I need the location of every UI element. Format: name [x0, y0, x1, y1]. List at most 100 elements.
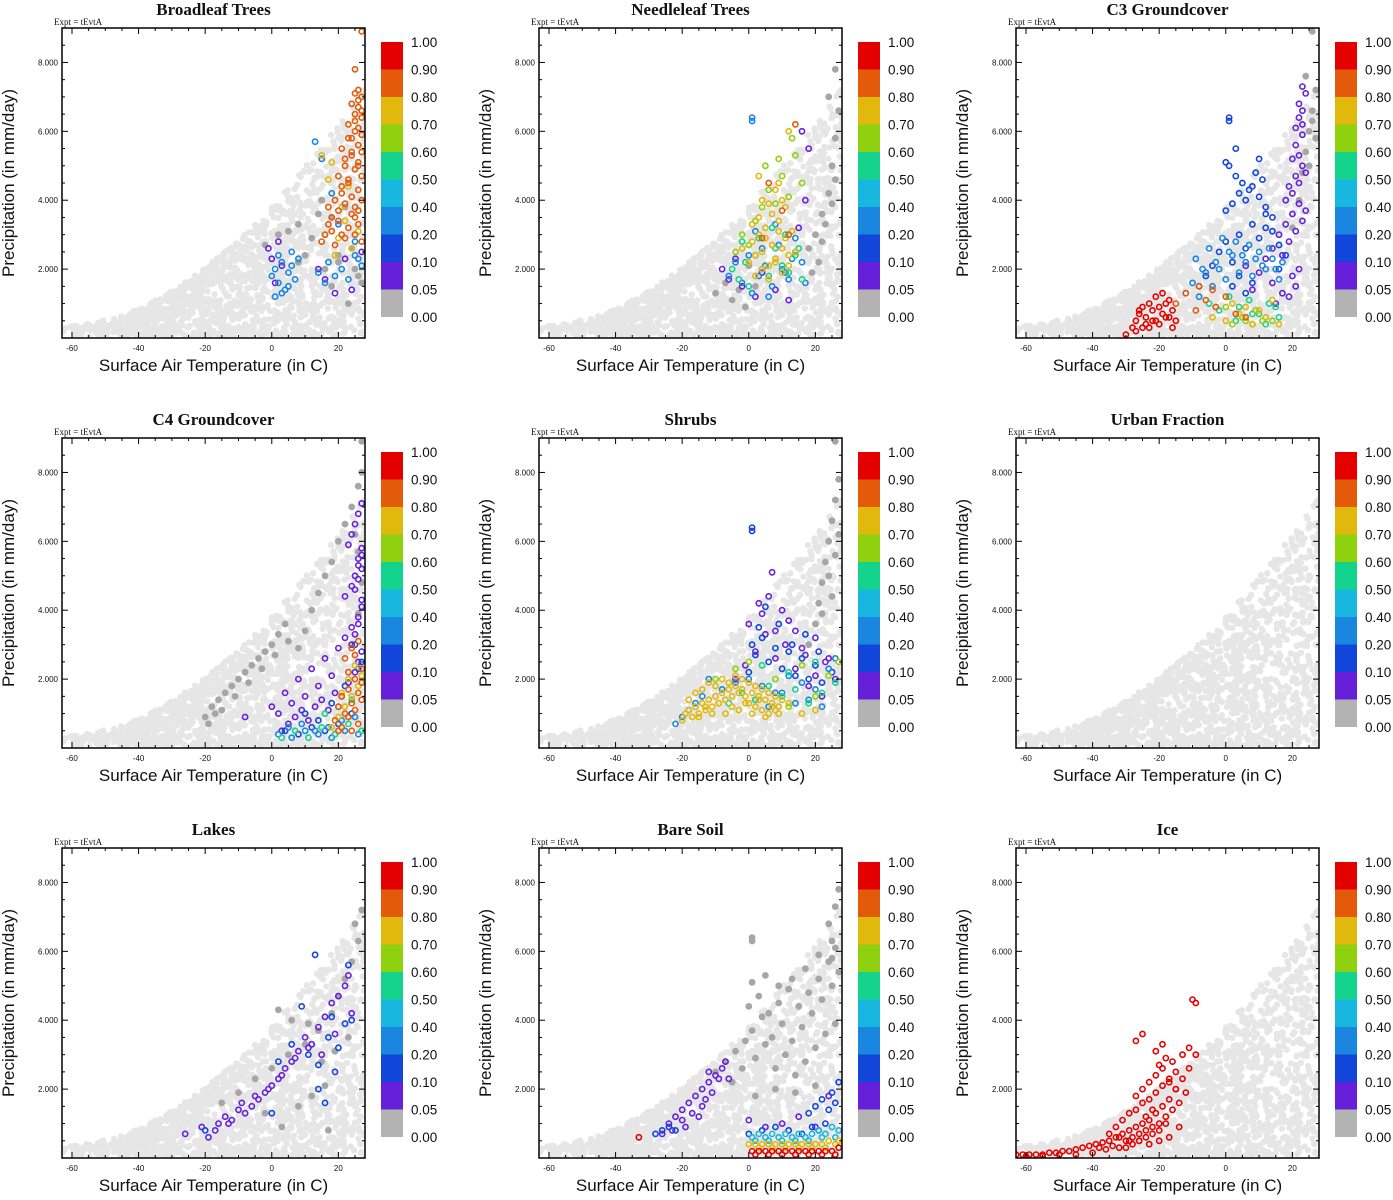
- background-point: [156, 310, 164, 317]
- background-point: [261, 231, 268, 238]
- background-point: [817, 330, 824, 337]
- background-point: [1079, 324, 1087, 331]
- background-point: [808, 197, 815, 204]
- background-point: [1170, 254, 1178, 261]
- colorbar-label: 0.10: [411, 255, 437, 270]
- background-point: [151, 331, 158, 338]
- background-point: [234, 302, 241, 309]
- panel-title: Needleleaf Trees: [631, 0, 750, 19]
- background-point: [319, 215, 326, 223]
- background-point: [1303, 103, 1310, 110]
- background-point: [725, 308, 733, 315]
- data-point: [358, 28, 365, 35]
- background-point: [1193, 331, 1200, 338]
- background-point: [275, 300, 282, 307]
- background-point: [772, 299, 780, 307]
- data-point: [765, 272, 773, 280]
- x-axis-label: Surface Air Temperature (in C): [99, 356, 328, 375]
- data-point: [331, 241, 339, 249]
- background-point: [1310, 308, 1318, 315]
- data-point: [758, 244, 766, 252]
- background-point: [811, 320, 818, 327]
- data-point: [351, 117, 359, 125]
- background-point: [327, 131, 335, 139]
- background-point: [1217, 238, 1224, 245]
- background-point: [569, 329, 577, 336]
- background-point: [1238, 187, 1246, 194]
- background-point: [1088, 317, 1095, 324]
- background-point: [1081, 315, 1088, 323]
- background-point: [798, 320, 805, 327]
- colorbar-segment: [381, 234, 403, 262]
- background-point: [330, 175, 337, 183]
- background-point: [1258, 198, 1265, 206]
- background-point: [227, 278, 234, 286]
- background-point: [280, 324, 288, 332]
- background-point: [1213, 271, 1220, 278]
- background-point: [660, 281, 667, 289]
- background-point: [151, 300, 159, 307]
- background-point: [250, 322, 257, 330]
- background-point: [289, 298, 296, 305]
- data-point: [768, 224, 776, 232]
- background-point: [615, 305, 623, 312]
- background-point: [804, 131, 812, 139]
- background-point: [1163, 280, 1170, 288]
- background-point: [279, 227, 287, 234]
- background-point: [1277, 210, 1285, 217]
- background-point: [1210, 227, 1217, 234]
- background-point: [825, 155, 832, 162]
- background-point: [308, 277, 315, 284]
- background-point: [1305, 299, 1313, 306]
- background-point: [826, 144, 833, 151]
- colorbar-label: 0.70: [888, 118, 914, 133]
- plot-area: [539, 65, 842, 338]
- background-point: [290, 312, 298, 319]
- background-point: [332, 304, 339, 311]
- background-point: [673, 274, 680, 281]
- colorbar-label: 0.60: [411, 145, 437, 160]
- background-point: [805, 168, 812, 175]
- data-point: [324, 258, 332, 266]
- data-point: [341, 217, 349, 225]
- y-tick-label: 2.000: [38, 265, 59, 274]
- background-point: [836, 153, 842, 160]
- data-point: [284, 269, 292, 276]
- data-point: [351, 231, 359, 239]
- background-point: [833, 93, 840, 100]
- background-point: [224, 258, 231, 265]
- background-point: [1165, 291, 1172, 298]
- background-point: [345, 129, 352, 136]
- background-point: [1123, 315, 1131, 322]
- data-point: [314, 269, 322, 276]
- background-point: [1176, 264, 1183, 271]
- data-point: [341, 155, 349, 163]
- background-point: [1121, 288, 1128, 296]
- background-point: [168, 294, 176, 301]
- background-point: [150, 317, 157, 324]
- background-point: [820, 231, 827, 238]
- data-point: [351, 203, 359, 211]
- background-point: [838, 120, 842, 127]
- background-point: [790, 307, 798, 315]
- background-point: [1179, 331, 1187, 338]
- background-point: [703, 300, 711, 307]
- background-point: [279, 312, 287, 319]
- background-point: [319, 181, 327, 188]
- background-point: [354, 286, 361, 294]
- background-point: [1288, 331, 1295, 338]
- data-point: [785, 262, 793, 270]
- colorbar-label: 0.20: [411, 228, 437, 243]
- background-point: [1110, 310, 1118, 317]
- background-point: [733, 227, 740, 234]
- background-point: [1308, 189, 1316, 196]
- background-point: [1267, 307, 1275, 315]
- background-point: [815, 175, 822, 182]
- background-point: [656, 315, 664, 323]
- panel-title: C3 Groundcover: [1107, 0, 1229, 19]
- data-point: [351, 110, 359, 118]
- data-point: [354, 141, 362, 149]
- data-point: [278, 289, 286, 297]
- background-point: [325, 328, 333, 335]
- data-point: [745, 282, 753, 290]
